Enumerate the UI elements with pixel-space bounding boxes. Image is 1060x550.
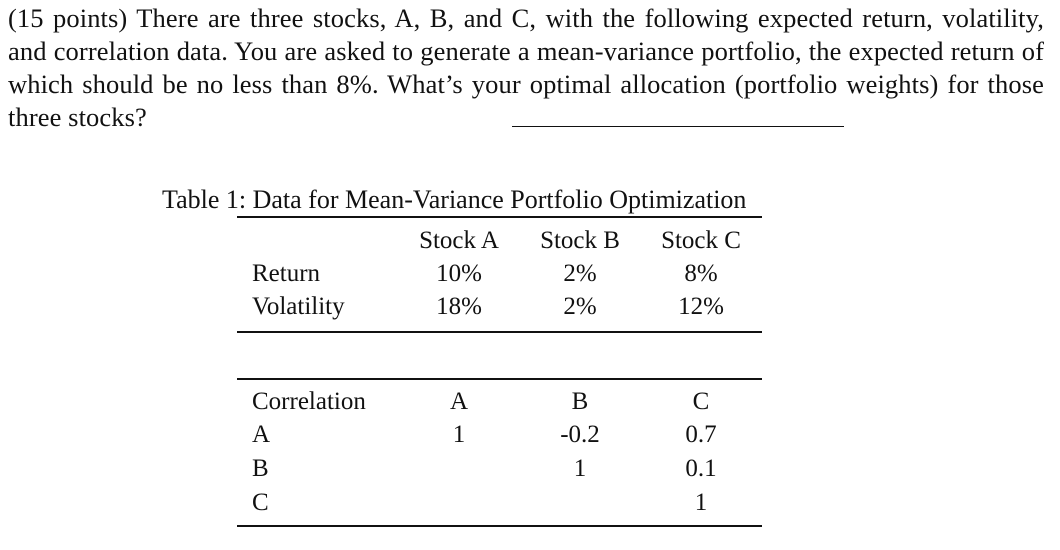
header-a: A xyxy=(449,388,469,415)
table-bottom-rule xyxy=(237,525,762,527)
table-cell: 1 xyxy=(694,489,708,516)
header-correlation: Correlation xyxy=(252,388,366,415)
header-c: C xyxy=(692,388,710,415)
table-caption: Table 1: Data for Mean-Variance Portfoli… xyxy=(162,185,747,214)
row-label-volatility: Volatility xyxy=(252,293,345,320)
table-bottom-rule xyxy=(237,331,762,333)
table-cell: -0.2 xyxy=(560,421,600,448)
table-cell: 1 xyxy=(573,455,587,482)
table-cell: 2% xyxy=(563,293,597,320)
table-top-rule xyxy=(237,378,762,380)
table-cell: 8% xyxy=(684,260,718,287)
row-label-b: B xyxy=(252,455,269,482)
row-label-a: A xyxy=(252,421,271,448)
header-b: B xyxy=(571,388,589,415)
table-cell: 0.7 xyxy=(685,421,717,448)
header-stock-b: Stock B xyxy=(540,227,620,254)
header-stock-c: Stock C xyxy=(661,227,741,254)
answer-blank-line xyxy=(512,126,844,127)
table-top-rule xyxy=(237,216,762,218)
table-cell: 10% xyxy=(436,260,482,287)
table-cell: 18% xyxy=(436,293,482,320)
row-label-c: C xyxy=(252,489,269,516)
header-stock-a: Stock A xyxy=(419,227,499,254)
row-label-return: Return xyxy=(252,260,321,287)
table-cell: 12% xyxy=(678,293,724,320)
question-text: (15 points) There are three stocks, A, B… xyxy=(8,3,1044,132)
table-cell: 1 xyxy=(452,421,466,448)
table-cell: 2% xyxy=(563,260,597,287)
table-cell: 0.1 xyxy=(685,455,717,482)
